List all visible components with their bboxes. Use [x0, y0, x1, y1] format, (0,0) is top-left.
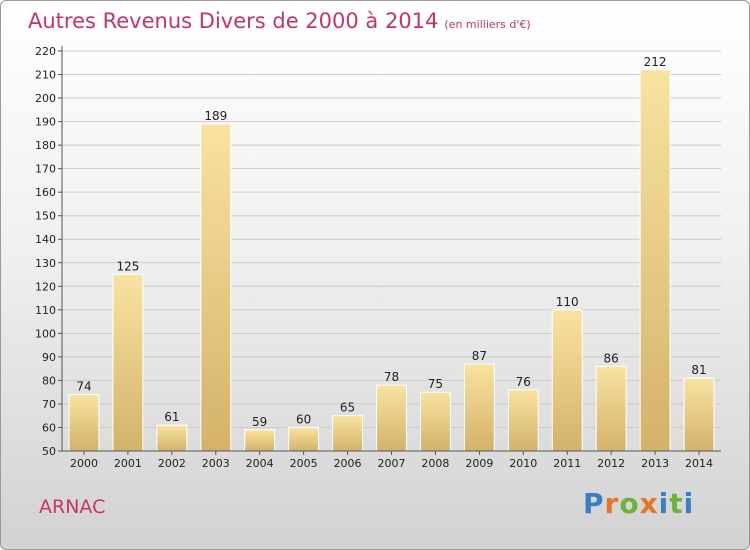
chart-title: Autres Revenus Divers de 2000 à 2014 (en …	[28, 9, 531, 33]
bar-2010	[507, 389, 539, 452]
bar-2011	[551, 309, 583, 452]
bar-value-label: 125	[116, 260, 139, 274]
x-tick-label: 2002	[158, 457, 186, 470]
x-tick-label: 2009	[465, 457, 493, 470]
y-tick-label: 50	[42, 445, 56, 458]
proxiti-logo: Proxiti	[583, 487, 694, 520]
bar-2009	[463, 363, 495, 452]
bar-value-label: 86	[604, 351, 619, 365]
bar-2012	[595, 365, 627, 452]
bar-value-label: 76	[516, 375, 531, 389]
y-tick-label: 130	[35, 257, 56, 270]
bar-2005	[288, 426, 320, 452]
bar-value-label: 74	[76, 380, 91, 394]
bar-2008	[419, 391, 451, 452]
y-tick-label: 160	[35, 186, 56, 199]
x-tick-label: 2001	[114, 457, 142, 470]
logo-letter: t	[669, 487, 684, 520]
bar-2002	[156, 424, 188, 452]
bar-2001	[112, 274, 144, 452]
y-tick-label: 190	[35, 116, 56, 129]
y-tick-label: 100	[35, 327, 56, 340]
y-tick-label: 120	[35, 280, 56, 293]
y-tick-label: 200	[35, 92, 56, 105]
bar-value-label: 87	[472, 349, 487, 363]
bar-2003	[200, 123, 232, 452]
bar-value-label: 75	[428, 377, 443, 391]
bar-2013	[639, 69, 671, 452]
x-tick-label: 2014	[685, 457, 713, 470]
bar-value-label: 110	[556, 295, 579, 309]
bar-value-label: 65	[340, 401, 355, 415]
x-tick-label: 2010	[509, 457, 537, 470]
logo-letter: P	[583, 487, 605, 520]
logo-letter: i	[658, 487, 670, 520]
bar-value-label: 81	[691, 363, 706, 377]
y-tick-label: 170	[35, 163, 56, 176]
x-tick-label: 2000	[70, 457, 98, 470]
logo-letter: x	[639, 487, 659, 520]
x-tick-label: 2007	[378, 457, 406, 470]
logo-letter: i	[683, 487, 695, 520]
logo-letter: o	[619, 487, 640, 520]
x-tick-label: 2006	[334, 457, 362, 470]
bar-value-label: 60	[296, 412, 311, 426]
chart-subtitle: (en milliers d'€)	[444, 18, 531, 31]
logo-letter: r	[604, 487, 620, 520]
y-tick-label: 110	[35, 304, 56, 317]
bar-2014	[683, 377, 715, 452]
y-tick-label: 80	[42, 374, 56, 387]
x-tick-label: 2011	[553, 457, 581, 470]
bar-2007	[376, 384, 407, 452]
bar-value-label: 59	[252, 415, 267, 429]
x-tick-label: 2008	[421, 457, 449, 470]
y-tick-label: 210	[35, 69, 56, 82]
y-tick-label: 180	[35, 139, 56, 152]
y-tick-label: 150	[35, 210, 56, 223]
bar-2004	[244, 429, 276, 452]
commune-name: ARNAC	[39, 496, 106, 518]
x-tick-label: 2004	[246, 457, 274, 470]
y-tick-label: 70	[42, 398, 56, 411]
bar-value-label: 212	[644, 55, 667, 69]
y-tick-label: 60	[42, 421, 56, 434]
x-tick-label: 2003	[202, 457, 230, 470]
bar-value-label: 78	[384, 370, 399, 384]
x-tick-label: 2013	[641, 457, 669, 470]
y-tick-label: 220	[35, 45, 56, 58]
axes: 50 60 70 80 90 100 110 120 130 140 150 160 170 180 190…	[35, 45, 721, 470]
bar-2000	[68, 394, 100, 452]
bar-value-label: 61	[164, 410, 179, 424]
x-tick-label: 2012	[597, 457, 625, 470]
y-tick-label: 140	[35, 233, 56, 246]
chart-title-text: Autres Revenus Divers de 2000 à 2014	[28, 9, 439, 33]
y-tick-label: 90	[42, 351, 56, 364]
bars: 74 125 61 189 59 60 65 78 75 87 76 110 86 212 81	[68, 55, 715, 452]
x-tick-label: 2005	[290, 457, 318, 470]
bar-value-label: 189	[204, 109, 227, 123]
bar-2006	[332, 415, 364, 452]
